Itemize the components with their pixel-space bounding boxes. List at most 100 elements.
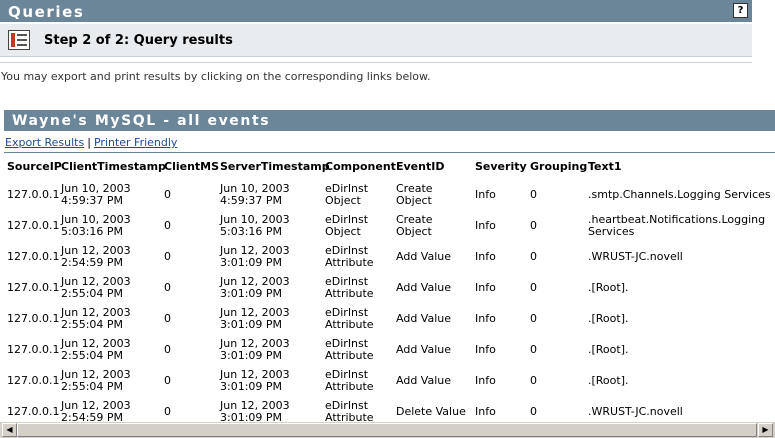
column-header[interactable]: Text1 [588,160,622,173]
table-cell: Jun 10, 2003 5:03:16 PM [220,212,290,238]
table-cell: Jun 10, 2003 4:59:37 PM [61,181,131,207]
report-links: Export Results | Printer Friendly [5,136,177,149]
report-title: Wayne's MySQL - all events [12,113,271,129]
table-row: 127.0.0.1 Jun 12, 2003 2:55:04 PM 0 Jun 12,… [4,365,775,396]
table-row: 127.0.0.1 Jun 12, 2003 2:55:04 PM 0 Jun 12,… [4,303,775,334]
table-cell: Jun 10, 2003 4:59:37 PM [220,181,290,207]
export-results-link[interactable]: Export Results [5,136,85,149]
scroll-thumb[interactable] [17,423,757,437]
column-header[interactable]: Severity [475,160,527,173]
queries-header: Queries ? [0,0,752,22]
table-cell: 127.0.0.1 [7,373,60,387]
table-cell: 0 [530,280,537,294]
divider [0,62,752,63]
scroll-left-arrow-icon[interactable]: ◀ [2,423,17,437]
table-cell: Jun 12, 2003 3:01:09 PM [220,398,290,421]
table-cell: 0 [164,342,171,356]
column-header[interactable]: ClientMS [164,160,220,173]
table-cell: 127.0.0.1 [7,404,60,418]
table-cell: eDirInst Attribute [325,398,374,421]
table-cell: 0 [530,218,537,232]
table-cell: 0 [530,404,537,418]
help-button[interactable]: ? [733,3,748,18]
table-cell: Info [475,404,496,418]
table-cell: Jun 12, 2003 3:01:09 PM [220,367,290,393]
table-header-row: SourceIP ClientTimestamp ClientMS Server… [4,157,775,179]
column-header[interactable]: Grouping [530,160,588,173]
step-bar: Step 2 of 2: Query results [0,24,752,57]
table-cell: Add Value [396,342,451,356]
horizontal-scrollbar[interactable]: ◀ ▶ [0,421,775,438]
table-cell: eDirInst Attribute [325,305,374,331]
table-cell: Jun 12, 2003 3:01:09 PM [220,274,290,300]
table-cell: Jun 12, 2003 2:55:04 PM [61,367,131,393]
scroll-right-arrow-icon[interactable]: ▶ [758,423,773,437]
page-title: Queries [8,3,85,21]
table-cell: 0 [530,249,537,263]
table-cell: Info [475,311,496,325]
table-cell: Jun 12, 2003 2:54:59 PM [61,398,131,421]
table-cell: eDirInst Object [325,181,369,207]
table-cell: Add Value [396,280,451,294]
table-cell: 0 [530,373,537,387]
table-cell: eDirInst Attribute [325,367,374,393]
table-cell: 127.0.0.1 [7,187,60,201]
table-cell: Add Value [396,373,451,387]
table-cell: .[Root]. [588,311,629,325]
table-cell: .[Root]. [588,280,629,294]
table-cell: 0 [164,187,171,201]
table-row: 127.0.0.1 Jun 12, 2003 2:54:59 PM 0 Jun 12,… [4,396,775,421]
table-cell: Jun 12, 2003 3:01:09 PM [220,243,290,269]
table-cell: Jun 12, 2003 2:54:59 PM [61,243,131,269]
table-cell: .heartbeat.Notifications.Logging Service… [588,212,766,238]
report-icon [8,30,30,50]
table-cell: eDirInst Attribute [325,274,374,300]
table-cell: Jun 12, 2003 2:55:04 PM [61,305,131,331]
table-cell: Add Value [396,311,451,325]
table-cell: 0 [164,280,171,294]
page-content: Queries ? Step 2 of 2: Query results You… [0,0,775,421]
table-cell: Info [475,218,496,232]
table-cell: 0 [530,187,537,201]
table-row: 127.0.0.1 Jun 10, 2003 5:03:16 PM 0 Jun 10,… [4,210,775,241]
table-top-border [4,152,775,153]
column-header[interactable]: ClientTimestamp [61,160,166,173]
table-cell: 0 [530,342,537,356]
table-cell: 127.0.0.1 [7,218,60,232]
table-cell: Jun 12, 2003 3:01:09 PM [220,336,290,362]
report-header: Wayne's MySQL - all events [4,110,775,131]
table-cell: eDirInst Object [325,212,369,238]
table-cell: eDirInst Attribute [325,336,374,362]
table-cell: 127.0.0.1 [7,249,60,263]
table-cell: Info [475,373,496,387]
table-cell: Info [475,249,496,263]
table-cell: 0 [164,404,171,418]
table-cell: 0 [164,218,171,232]
table-cell: 0 [164,311,171,325]
results-table: SourceIP ClientTimestamp ClientMS Server… [4,157,775,421]
column-header[interactable]: EventID [396,160,445,173]
step-title: Step 2 of 2: Query results [44,33,233,48]
table-row: 127.0.0.1 Jun 12, 2003 2:55:04 PM 0 Jun 12,… [4,334,775,365]
table-cell: 127.0.0.1 [7,342,60,356]
column-header[interactable]: Component [325,160,396,173]
table-cell: 127.0.0.1 [7,280,60,294]
table-cell: .smtp.Channels.Logging Services [588,187,771,201]
column-header[interactable]: ServerTimestamp [220,160,330,173]
table-cell: Info [475,280,496,294]
printer-friendly-link[interactable]: Printer Friendly [93,136,178,149]
column-header[interactable]: SourceIP [7,160,62,173]
table-cell: Delete Value [396,404,466,418]
table-cell: 0 [530,311,537,325]
table-cell: 0 [164,249,171,263]
table-cell: .[Root]. [588,342,629,356]
table-row: 127.0.0.1 Jun 12, 2003 2:55:04 PM 0 Jun 12,… [4,272,775,303]
table-cell: eDirInst Attribute [325,243,374,269]
table-cell: .WRUST-JC.novell [588,404,683,418]
table-cell: Jun 12, 2003 2:55:04 PM [61,336,131,362]
table-cell: Info [475,342,496,356]
table-cell: Jun 10, 2003 5:03:16 PM [61,212,131,238]
table-row: 127.0.0.1 Jun 12, 2003 2:54:59 PM 0 Jun 12,… [4,241,775,272]
table-cell: Info [475,187,496,201]
link-separator: | [87,136,91,149]
